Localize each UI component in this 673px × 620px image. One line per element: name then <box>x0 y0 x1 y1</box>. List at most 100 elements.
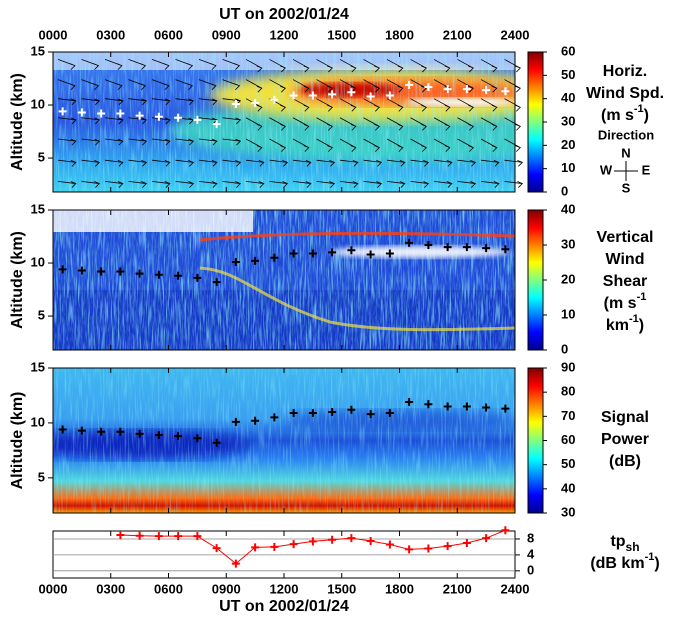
wind-arrow <box>433 138 451 152</box>
legend-title: Direction <box>598 127 654 142</box>
colorbar-tick-label: 0 <box>561 183 568 198</box>
wind-arrow <box>386 59 404 73</box>
x-axis-title: UT on 2002/01/24 <box>219 598 349 615</box>
wind-arrow <box>198 79 217 91</box>
wind-arrow <box>480 98 498 112</box>
marker-cross <box>443 542 452 551</box>
x-tick-label: 2400 <box>501 581 530 596</box>
wind-arrow <box>410 159 430 167</box>
colorbar-tick-label: 70 <box>561 408 575 423</box>
wind-arrow <box>316 117 334 131</box>
wind-arrow <box>57 98 77 106</box>
wind-arrow <box>316 59 334 73</box>
wind-arrow <box>81 180 101 188</box>
marker-cross <box>405 80 414 89</box>
marker-cross <box>308 249 317 258</box>
colorbar-tick-label: 40 <box>561 201 575 216</box>
wind-arrow <box>339 159 359 167</box>
marker-cross <box>366 92 375 101</box>
legend-label: S <box>622 180 631 195</box>
marker-cross <box>77 266 86 275</box>
marker-cross <box>154 532 163 541</box>
wind-arrow <box>386 79 404 93</box>
wind-arrow <box>410 117 428 131</box>
marker-cross <box>308 537 317 546</box>
marker-cross <box>116 267 125 276</box>
wind-arrow <box>410 59 428 73</box>
wind-arrow <box>363 138 381 152</box>
x-tick-label: 2400 <box>501 27 530 42</box>
marker-cross <box>231 559 240 568</box>
wind-arrow <box>316 98 334 112</box>
x-axis-title: UT on 2002/01/24 <box>219 6 349 23</box>
marker-cross <box>462 243 471 252</box>
marker-cross <box>116 427 125 436</box>
wind-arrow <box>57 180 77 188</box>
wind-arrow <box>222 138 242 146</box>
wind-arrow <box>198 138 218 146</box>
x-tick-label: 0900 <box>212 581 241 596</box>
x-tick-label: 0000 <box>39 581 68 596</box>
wind-arrow <box>339 117 357 131</box>
y-tick-label: 15 <box>31 43 45 58</box>
marker-cross <box>77 426 86 435</box>
marker-cross <box>385 249 394 258</box>
y-tick-label: 5 <box>38 149 45 164</box>
marker-cross <box>212 544 221 553</box>
marker-cross <box>212 278 221 287</box>
x-tick-label: 0900 <box>212 27 241 42</box>
wind-arrow <box>104 180 124 188</box>
colorbar-tick-label: 60 <box>561 43 575 58</box>
wind-arrow <box>339 138 357 152</box>
wind-arrow <box>128 138 148 146</box>
marker-cross <box>251 98 260 107</box>
marker-cross <box>289 409 298 418</box>
colorbar <box>527 367 544 514</box>
marker-cross <box>462 538 471 547</box>
wind-arrow <box>128 98 148 106</box>
wind-arrow <box>386 138 404 152</box>
wind-arrow <box>245 138 263 152</box>
wind-arrow <box>175 59 194 70</box>
wind-arrow <box>504 180 524 188</box>
wind-arrow <box>292 159 312 167</box>
label-text: (m s <box>604 295 637 312</box>
wind-arrow <box>363 98 381 112</box>
wind-arrow <box>222 180 242 188</box>
x-tick-label: 2100 <box>443 27 472 42</box>
marker-cross <box>135 111 144 120</box>
wind-arrow <box>175 98 195 106</box>
wind-arrow <box>339 59 357 73</box>
wind-arrow <box>81 117 101 125</box>
label-tail: ) <box>644 107 649 124</box>
wind-arrow <box>292 98 310 112</box>
x-tick-label: 1800 <box>385 581 414 596</box>
colorbar-tick-label: 10 <box>561 306 575 321</box>
marker-cross <box>116 109 125 118</box>
marker-cross <box>366 536 375 545</box>
panel-label: Wind <box>606 251 645 268</box>
colorbar-tick-label: 0 <box>561 341 568 356</box>
marker-cross <box>193 532 202 541</box>
wind-arrow <box>222 159 242 167</box>
marker-cross <box>270 253 279 262</box>
wind-arrow <box>410 98 428 112</box>
wind-arrow <box>504 159 524 167</box>
wind-arrow <box>433 59 451 73</box>
marker-cross <box>424 241 433 249</box>
marker-cross <box>328 248 337 257</box>
panel-label: Horiz. <box>603 63 647 80</box>
wind-arrow <box>57 79 76 91</box>
marker-cross <box>58 107 67 116</box>
wind-arrow <box>245 59 263 73</box>
x-tick-label: 1800 <box>385 27 414 42</box>
marker-cross <box>501 404 510 413</box>
wind-arrow <box>457 138 475 152</box>
marker-cross <box>174 432 183 441</box>
marker-cross <box>328 407 337 416</box>
label-tail: ) <box>654 555 659 572</box>
colorbar-tick-label: 30 <box>561 236 575 251</box>
panel-label: Shear <box>603 273 647 290</box>
colorbar-tick-label: 50 <box>561 456 575 471</box>
marker-cross <box>58 265 67 274</box>
